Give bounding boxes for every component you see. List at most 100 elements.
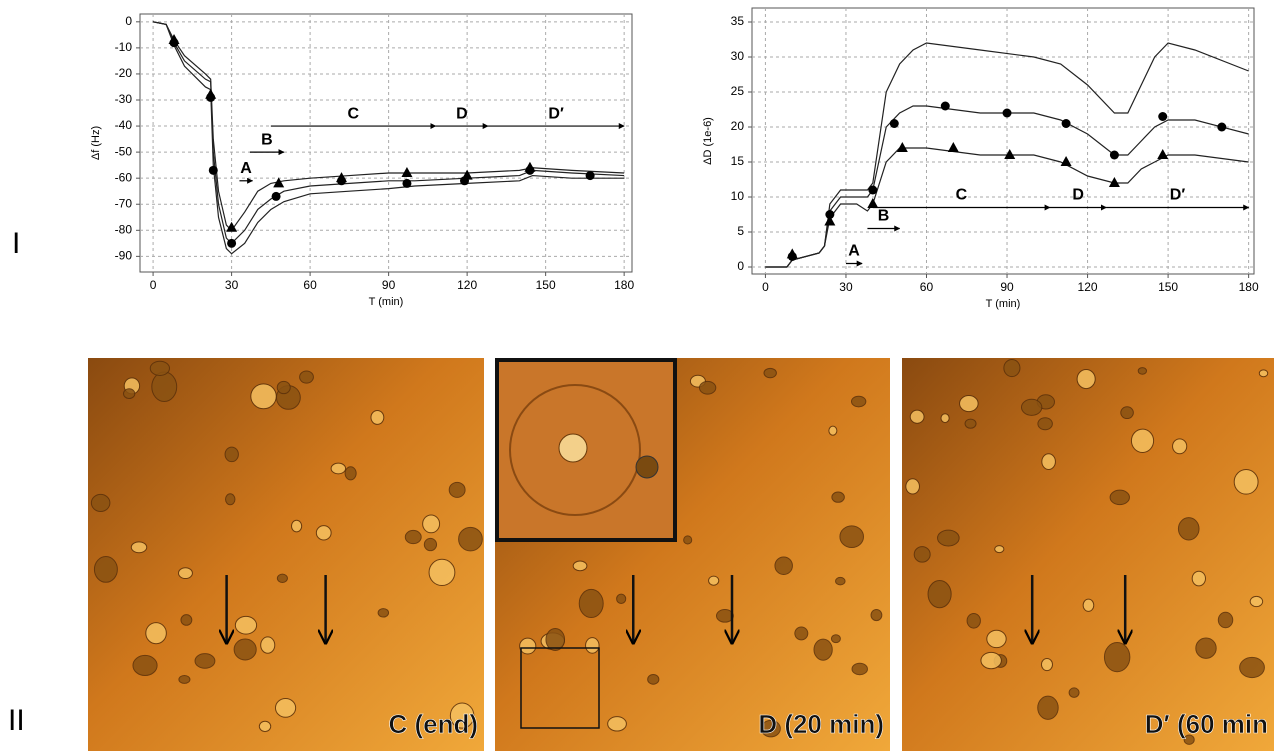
- cell: [1178, 518, 1199, 540]
- y-tick-label: -10: [115, 40, 133, 54]
- micrograph: D′ (60 min: [902, 358, 1274, 751]
- panel-label: I: [12, 227, 20, 260]
- cell: [459, 527, 483, 551]
- cell: [405, 530, 421, 543]
- circle-marker: [890, 119, 899, 128]
- cell: [1083, 599, 1094, 611]
- cell: [371, 410, 384, 424]
- cell: [234, 639, 256, 660]
- circle-marker: [941, 102, 950, 111]
- circle-marker: [206, 93, 215, 102]
- circle-marker: [825, 210, 834, 219]
- cell: [851, 396, 865, 407]
- cell: [91, 494, 110, 511]
- y-tick-label: 0: [737, 259, 744, 273]
- circle-marker: [788, 252, 797, 261]
- y-tick-label: 35: [731, 14, 745, 28]
- micrograph: C (end): [88, 358, 484, 751]
- y-tick-label: -90: [115, 249, 133, 263]
- y-tick-label: 25: [731, 84, 745, 98]
- cell: [1240, 657, 1265, 677]
- circle-marker: [337, 176, 346, 185]
- cell: [179, 675, 190, 683]
- phase-label: A: [848, 243, 860, 260]
- cell: [429, 559, 455, 585]
- y-tick-label: 20: [731, 119, 745, 133]
- cell: [133, 655, 157, 675]
- cell: [938, 530, 960, 546]
- circle-marker: [1110, 151, 1119, 160]
- cell: [181, 615, 192, 626]
- image-caption: D′ (60 min: [1145, 709, 1268, 739]
- x-tick-label: 0: [762, 280, 769, 294]
- cell: [573, 561, 587, 571]
- x-tick-label: 60: [303, 278, 317, 292]
- cell: [277, 381, 290, 393]
- cell: [259, 721, 270, 731]
- cell: [178, 568, 192, 579]
- cell: [871, 609, 882, 620]
- cell: [764, 368, 776, 377]
- cell: [906, 479, 920, 494]
- y-tick-label: -20: [115, 66, 133, 80]
- cell: [579, 589, 603, 617]
- cell: [331, 463, 345, 474]
- cell: [684, 536, 692, 544]
- micrograph: D (20 min): [495, 358, 890, 751]
- cell: [965, 419, 976, 428]
- cell: [316, 526, 331, 540]
- x-tick-label: 30: [839, 280, 853, 294]
- circle-marker: [1217, 123, 1226, 132]
- cell: [378, 609, 388, 617]
- circle-marker: [170, 38, 179, 47]
- cell: [300, 371, 314, 383]
- cell: [1042, 454, 1056, 470]
- cell: [1038, 418, 1052, 430]
- cell: [291, 520, 301, 532]
- phase-label: D′: [1170, 187, 1186, 204]
- circle-marker: [868, 186, 877, 195]
- cell: [1121, 407, 1134, 419]
- circle-marker: [1003, 109, 1012, 118]
- cell: [829, 426, 837, 435]
- cell: [146, 623, 167, 644]
- cell: [1250, 596, 1262, 606]
- cell: [226, 494, 235, 505]
- cell: [251, 384, 277, 409]
- circle-marker: [402, 179, 411, 188]
- phase-label: B: [261, 131, 273, 148]
- phase-label: D: [456, 105, 468, 122]
- cell: [831, 635, 840, 643]
- cell: [617, 594, 626, 603]
- cell: [1192, 571, 1205, 586]
- circle-marker: [586, 171, 595, 180]
- cell: [832, 492, 844, 502]
- x-tick-label: 120: [457, 278, 477, 292]
- cell: [1234, 470, 1258, 495]
- cell: [1077, 369, 1095, 388]
- inset-cell: [636, 456, 658, 478]
- cell: [235, 616, 256, 634]
- image-background: [88, 358, 484, 751]
- y-tick-label: -30: [115, 92, 133, 106]
- cell: [910, 410, 924, 423]
- cell: [1196, 638, 1216, 658]
- circle-marker: [1158, 112, 1167, 121]
- y-tick-label: 0: [125, 14, 132, 28]
- image-background: [902, 358, 1274, 751]
- cell: [981, 652, 1001, 668]
- y-tick-label: -60: [115, 170, 133, 184]
- phase-label: C: [348, 105, 360, 122]
- y-axis-label: ΔD (1e-6): [702, 117, 714, 165]
- cell: [995, 546, 1004, 553]
- circle-marker: [460, 176, 469, 185]
- circle-marker: [272, 192, 281, 201]
- y-axis-label: Δf (Hz): [90, 126, 102, 160]
- phase-label: C: [956, 187, 968, 204]
- cell: [987, 630, 1006, 647]
- y-tick-label: 15: [731, 154, 745, 168]
- cell: [424, 538, 436, 550]
- cell: [1069, 688, 1079, 697]
- y-tick-label: 10: [731, 189, 745, 203]
- y-tick-label: 30: [731, 49, 745, 63]
